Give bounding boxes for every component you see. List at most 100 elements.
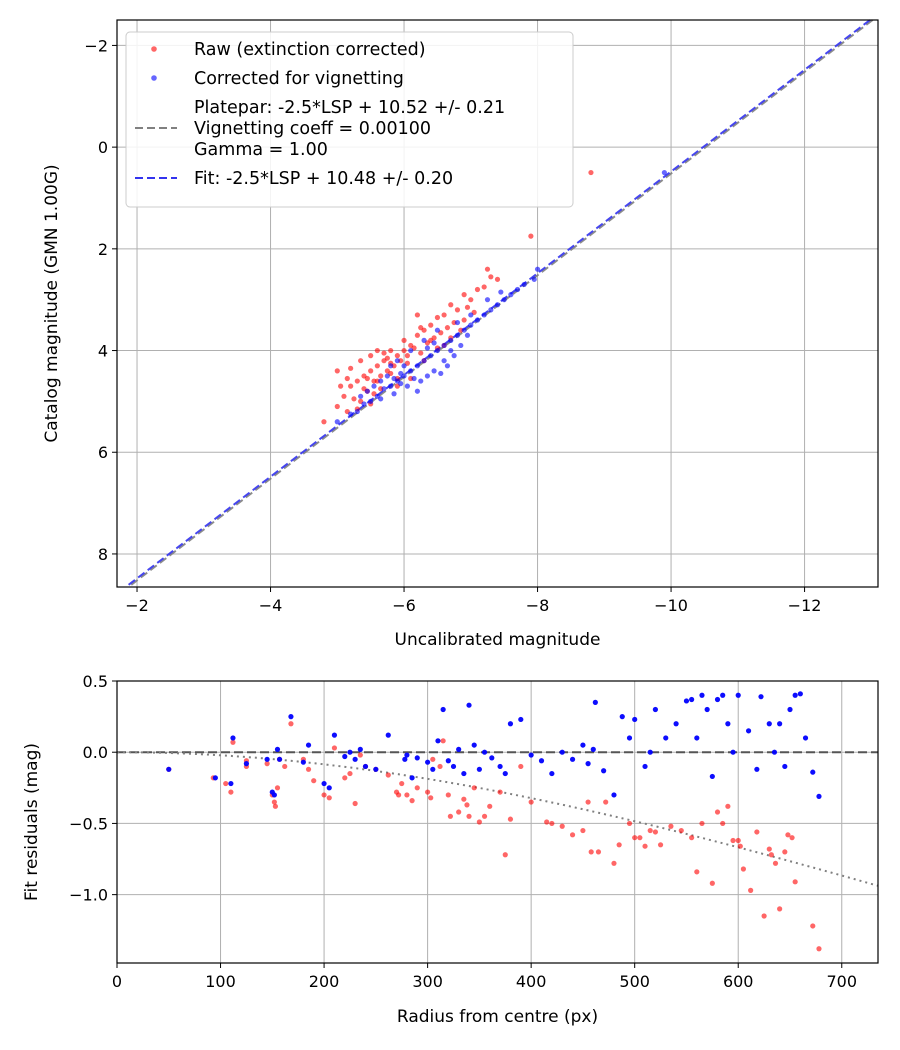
corrected-residual-point xyxy=(461,770,467,777)
corrected-residual-point xyxy=(445,758,451,764)
top-y-tick-label: 6 xyxy=(98,443,108,462)
raw-data-point xyxy=(384,355,390,361)
raw-residual-point xyxy=(559,823,565,829)
bottom-x-tick-label: 300 xyxy=(412,972,443,991)
corrected-data-point xyxy=(384,373,390,379)
bottom-scatter-points xyxy=(166,691,822,952)
corrected-residual-point xyxy=(652,706,658,713)
raw-data-point xyxy=(341,393,347,399)
raw-residual-point xyxy=(652,829,658,835)
raw-residual-point xyxy=(507,816,514,822)
corrected-data-point xyxy=(358,393,364,399)
top-y-tick-label: 8 xyxy=(98,545,108,564)
corrected-data-point xyxy=(461,327,467,333)
raw-data-point xyxy=(364,375,370,382)
corrected-data-point xyxy=(334,419,340,425)
corrected-data-point xyxy=(441,342,447,349)
raw-data-point xyxy=(368,368,374,374)
bottom-reference-lines xyxy=(116,751,879,887)
corrected-data-point xyxy=(531,276,537,282)
bottom-x-tick-label: 0 xyxy=(112,972,122,991)
legend-label: Vignetting coeff = 0.00100 xyxy=(194,119,431,139)
corrected-data-point xyxy=(514,286,521,293)
corrected-data-point xyxy=(404,383,410,389)
raw-residual-point xyxy=(777,906,783,912)
corrected-residual-point xyxy=(528,752,534,758)
corrected-residual-point xyxy=(797,691,803,697)
raw-residual-point xyxy=(466,813,472,819)
raw-residual-point xyxy=(720,820,726,827)
raw-residual-point xyxy=(678,827,684,834)
raw-data-point xyxy=(401,337,407,343)
corrected-data-point xyxy=(428,353,434,359)
corrected-data-point xyxy=(408,368,414,374)
raw-data-point xyxy=(338,383,344,389)
raw-residual-point xyxy=(637,835,643,841)
corrected-data-point xyxy=(484,297,491,303)
bottom-y-tick-label: −1.0 xyxy=(69,886,108,905)
corrected-data-point xyxy=(348,411,354,417)
raw-residual-point xyxy=(714,809,721,815)
raw-residual-point xyxy=(428,795,434,801)
raw-residual-point xyxy=(430,756,436,762)
corrected-data-point xyxy=(371,383,377,389)
raw-data-point xyxy=(528,233,534,239)
legend: Raw (extinction corrected) Corrected for … xyxy=(125,31,574,208)
raw-residual-point xyxy=(816,946,822,952)
corrected-data-point xyxy=(414,388,420,394)
top-x-tick-label: −4 xyxy=(259,596,283,615)
corrected-residual-point xyxy=(481,749,488,755)
raw-residual-point xyxy=(740,866,747,872)
raw-data-point xyxy=(461,317,467,323)
raw-residual-point xyxy=(461,796,467,802)
raw-residual-point xyxy=(647,827,653,834)
raw-residual-point xyxy=(792,879,798,885)
corrected-residual-point xyxy=(166,766,172,772)
corrected-residual-point xyxy=(642,763,648,770)
raw-residual-point xyxy=(518,763,524,770)
bottom-x-axis-label: Radius from centre (px) xyxy=(397,1007,598,1027)
magnitude-calibration-plot: −2 −4 −6 −8 −10 −12 −2 0 2 4 6 8 Uncalibrated magn… xyxy=(42,19,879,650)
raw-data-point xyxy=(348,383,354,389)
corrected-data-point xyxy=(394,358,400,364)
corrected-data-point xyxy=(391,391,397,397)
raw-residual-point xyxy=(476,819,482,825)
legend-label: Fit: -2.5*LSP + 10.48 +/- 0.20 xyxy=(194,169,453,189)
raw-residual-point xyxy=(616,842,622,848)
corrected-residual-point xyxy=(792,692,798,698)
raw-data-point xyxy=(418,350,424,356)
raw-residual-point xyxy=(642,843,648,849)
raw-residual-point xyxy=(425,789,431,795)
corrected-data-point xyxy=(424,373,431,379)
corrected-residual-point xyxy=(782,763,788,770)
raw-data-point xyxy=(374,363,380,369)
corrected-data-point xyxy=(424,345,431,351)
bottom-y-tick-label: 0.5 xyxy=(83,672,108,691)
corrected-data-point xyxy=(408,347,414,354)
top-x-tick-label: −12 xyxy=(788,596,822,615)
bottom-x-tick-label: 100 xyxy=(205,972,236,991)
raw-data-point xyxy=(418,325,424,331)
bottom-x-tick-label: 600 xyxy=(723,972,754,991)
corrected-residual-point xyxy=(373,766,379,772)
corrected-residual-point xyxy=(559,749,565,755)
corrected-residual-point xyxy=(611,792,617,798)
legend-box xyxy=(125,31,574,208)
corrected-residual-point xyxy=(471,742,477,748)
raw-data-point xyxy=(428,322,434,328)
corrected-residual-point xyxy=(274,746,281,752)
corrected-data-point xyxy=(488,307,494,313)
raw-residual-point xyxy=(385,772,391,778)
raw-residual-point xyxy=(748,887,754,893)
bottom-y-tick-label: 0.0 xyxy=(83,743,108,762)
top-y-tick-label: 2 xyxy=(98,240,108,259)
corrected-residual-point xyxy=(331,732,338,738)
corrected-residual-point xyxy=(456,746,462,752)
corrected-data-point xyxy=(434,347,441,354)
top-y-ticks: −2 0 2 4 6 8 xyxy=(84,36,117,564)
raw-residual-point xyxy=(588,849,594,855)
corrected-residual-point xyxy=(450,763,457,770)
corrected-data-point xyxy=(468,312,474,318)
raw-residual-point xyxy=(632,835,638,841)
